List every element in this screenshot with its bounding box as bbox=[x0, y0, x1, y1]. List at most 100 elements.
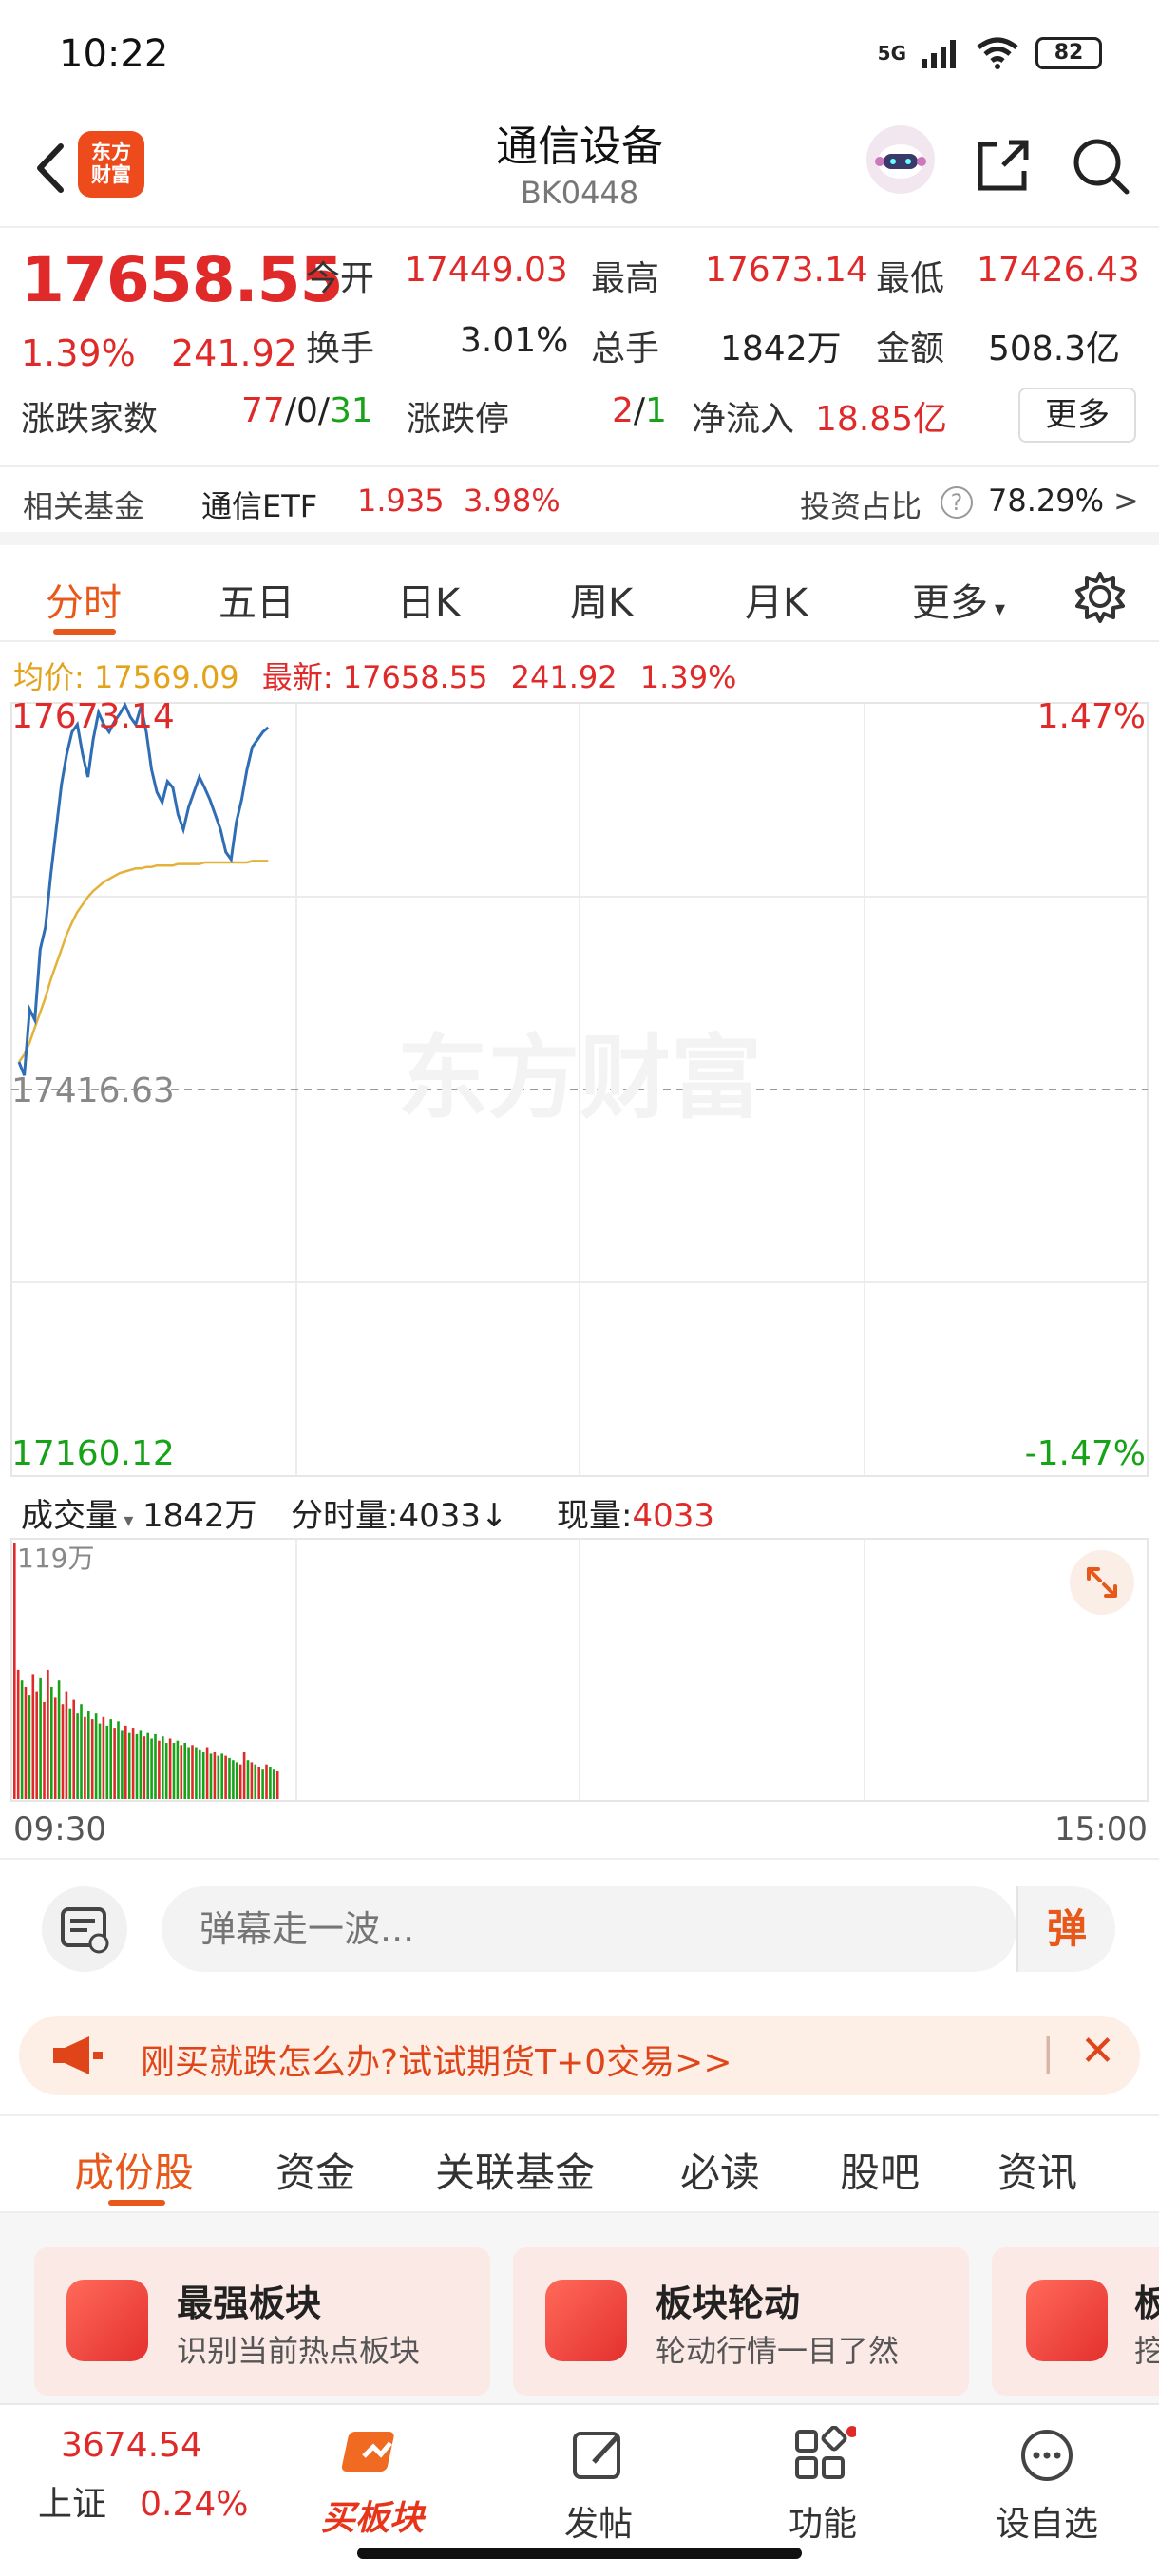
chart-mid-price: 17416.63 bbox=[11, 1071, 175, 1110]
danmu-input[interactable] bbox=[162, 1886, 1016, 1972]
tab-monthly-k[interactable]: 月K bbox=[745, 581, 808, 625]
volume-bars bbox=[13, 1543, 279, 1799]
volume-bar bbox=[228, 1757, 231, 1799]
battery-level: 82 bbox=[1054, 41, 1084, 65]
chart-grid bbox=[10, 702, 1149, 1477]
header: 东方 财富 通信设备 BK0448 bbox=[0, 104, 1159, 228]
volume-bar bbox=[39, 1677, 42, 1799]
tab-weekly-k[interactable]: 周K bbox=[570, 581, 634, 625]
volume-bar bbox=[172, 1743, 176, 1799]
fund-name: 通信ETF bbox=[201, 488, 318, 524]
caret-down-icon: ▾ bbox=[118, 1508, 134, 1531]
danmu-settings-button[interactable] bbox=[42, 1886, 127, 1972]
notification-dot bbox=[846, 2426, 858, 2437]
tab-must-read[interactable]: 必读 bbox=[680, 2150, 761, 2196]
chevron-right-icon: > bbox=[1113, 483, 1139, 519]
volume-bar bbox=[201, 1752, 205, 1799]
nav-post[interactable]: 发帖 bbox=[504, 2426, 694, 2546]
card-strongest-sector[interactable]: 最强板块 识别当前热点板块 bbox=[34, 2247, 490, 2396]
more-button[interactable]: 更多 bbox=[1018, 388, 1136, 443]
tab-intraday[interactable]: 分时 bbox=[46, 581, 122, 625]
close-icon[interactable]: ✕ bbox=[1080, 2027, 1115, 2075]
help-icon[interactable]: ? bbox=[940, 486, 973, 519]
low-value: 17426.43 bbox=[977, 251, 1140, 290]
current-volume: 现量:4033 bbox=[557, 1489, 714, 1536]
high-value: 17673.14 bbox=[705, 251, 868, 290]
home-indicator bbox=[357, 2548, 802, 2559]
index-ticker[interactable]: 3674.54 上证 0.24% bbox=[38, 2426, 276, 2526]
card-title: 板块轮动 bbox=[656, 2282, 801, 2324]
battery-icon: 82 bbox=[1036, 37, 1102, 69]
ai-assistant-avatar[interactable] bbox=[866, 125, 935, 194]
volume-bar bbox=[135, 1733, 139, 1799]
card-sector-rotation[interactable]: 板块轮动 轮动行情一目了然 bbox=[513, 2247, 969, 2396]
intraday-chart[interactable]: 东方财富 17673.14 1.47% 17416.63 17160.12 -1… bbox=[0, 701, 1159, 1478]
promo-banner[interactable]: 刚买就跌怎么办?试试期货T+0交易>> | ✕ bbox=[19, 2016, 1140, 2095]
search-icon[interactable] bbox=[1068, 133, 1134, 199]
minute-volume: 分时量:4033↓ bbox=[291, 1489, 507, 1536]
volume-bar bbox=[117, 1721, 120, 1799]
promo-divider: | bbox=[1041, 2031, 1054, 2074]
change-amount: 241.92 bbox=[171, 332, 297, 374]
card-subtitle: 识别当前热点板块 bbox=[177, 2333, 421, 2369]
volume-bar bbox=[232, 1760, 235, 1799]
tab-news[interactable]: 资讯 bbox=[998, 2150, 1078, 2196]
volume-chart[interactable]: 119万 bbox=[0, 1537, 1159, 1803]
tab-related-funds[interactable]: 关联基金 bbox=[435, 2150, 596, 2196]
app-logo[interactable]: 东方 财富 bbox=[78, 131, 144, 198]
nav-functions[interactable]: 功能 bbox=[728, 2425, 918, 2546]
index-value: 3674.54 bbox=[61, 2426, 202, 2465]
tab-constituents[interactable]: 成份股 bbox=[74, 2150, 195, 2196]
limit-counts: 2/1 bbox=[612, 391, 667, 430]
nav-add-watchlist[interactable]: 设自选 bbox=[952, 2426, 1142, 2546]
quote-panel: 17658.55 1.39% 241.92 今开 17449.03 最高 176… bbox=[0, 228, 1159, 465]
logo-text-1: 东方 bbox=[91, 141, 131, 163]
volume-selector[interactable]: 成交量 ▾ bbox=[21, 1489, 133, 1536]
card-subtitle: 挖 bbox=[1134, 2333, 1159, 2369]
avg-label: 均价: bbox=[13, 659, 85, 695]
volume-bar bbox=[236, 1762, 238, 1799]
tab-forum[interactable]: 股吧 bbox=[840, 2150, 921, 2196]
volume-label: 成交量 bbox=[21, 1497, 118, 1535]
related-fund-row[interactable]: 相关基金 通信ETF 1.935 3.98% 投资占比 ? 78.29% > bbox=[0, 465, 1159, 545]
nav-buy-sector[interactable]: 买板块 bbox=[277, 2426, 467, 2540]
logo-text-2: 财富 bbox=[91, 163, 131, 186]
volume-bar bbox=[127, 1732, 131, 1799]
volume-bar bbox=[146, 1732, 149, 1799]
share-icon[interactable] bbox=[969, 133, 1036, 199]
latest-value: 17658.55 bbox=[342, 659, 488, 695]
tab-five-day[interactable]: 五日 bbox=[218, 581, 294, 625]
network-label: 5G bbox=[877, 42, 906, 65]
volume-axis-max: 119万 bbox=[17, 1543, 94, 1574]
change-percent: 1.39% bbox=[21, 332, 136, 374]
volume-bar bbox=[31, 1674, 35, 1799]
volume-bar bbox=[131, 1728, 135, 1799]
wifi-icon bbox=[977, 37, 1018, 69]
ranking-board-icon bbox=[66, 2280, 148, 2361]
tab-daily-k[interactable]: 日K bbox=[397, 581, 461, 625]
limit-label: 涨跌停 bbox=[407, 400, 510, 439]
minute-volume-value: 4033↓ bbox=[398, 1497, 508, 1535]
card-title: 板 bbox=[1134, 2282, 1159, 2324]
amount-value: 508.3亿 bbox=[988, 330, 1121, 369]
danmu-send-button[interactable]: 弹 bbox=[1016, 1886, 1115, 1972]
back-icon[interactable] bbox=[23, 135, 80, 201]
layers-icon bbox=[1026, 2280, 1108, 2361]
current-volume-value: 4033 bbox=[632, 1497, 714, 1535]
volume-total: 1842万 bbox=[142, 1497, 257, 1535]
card-partial[interactable]: 板 挖 bbox=[992, 2247, 1159, 2396]
tab-funds[interactable]: 资金 bbox=[276, 2150, 356, 2196]
limit-down-count: 1 bbox=[645, 391, 667, 430]
chart-top-pct: 1.47% bbox=[1037, 701, 1146, 736]
volume-bar bbox=[139, 1730, 142, 1799]
turnover-label: 换手 bbox=[306, 330, 375, 369]
avg-value: 17569.09 bbox=[93, 659, 239, 695]
tab-more[interactable]: 更多 ▾ bbox=[912, 572, 1005, 627]
expand-button[interactable] bbox=[1070, 1550, 1134, 1615]
volume-bar bbox=[250, 1762, 254, 1799]
volume-bar bbox=[124, 1725, 127, 1799]
watermark: 东方财富 bbox=[397, 1025, 762, 1131]
settings-gear-icon[interactable] bbox=[1072, 568, 1129, 625]
status-time: 10:22 bbox=[59, 32, 169, 76]
bottom-nav: 3674.54 上证 0.24% 买板块 发帖 功能 设自选 bbox=[0, 2403, 1159, 2576]
